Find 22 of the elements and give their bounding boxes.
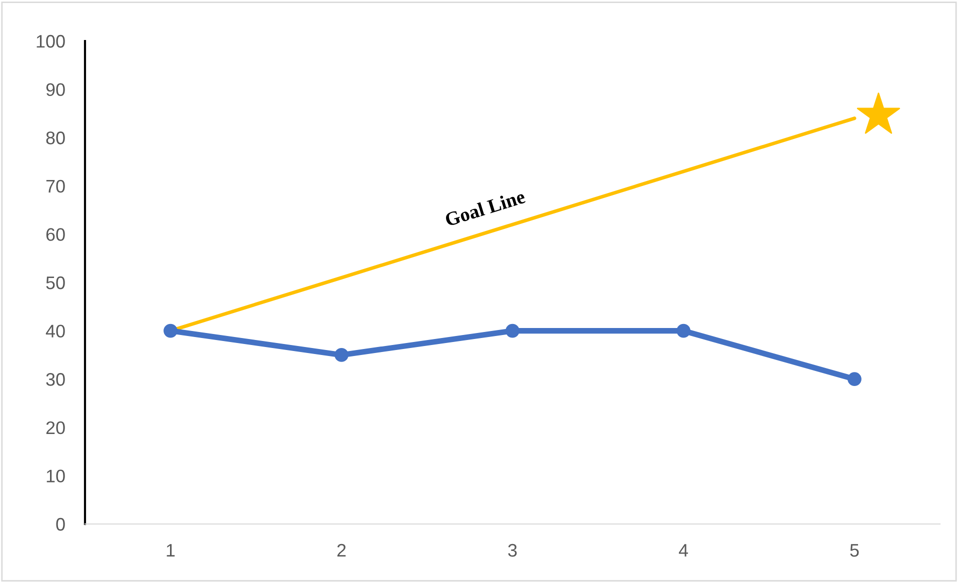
point: [164, 324, 178, 338]
y-tick-label: 30: [46, 373, 65, 386]
y-tick-label: 50: [46, 276, 65, 290]
x-tick-label: 2: [337, 544, 346, 557]
y-tick-label: 100: [36, 34, 65, 48]
y-tick-label: 20: [46, 421, 65, 434]
y-tick-label: 70: [46, 180, 65, 193]
point: [334, 348, 348, 362]
x-tick-label: 5: [850, 544, 859, 557]
x-tick-label: 1: [166, 544, 175, 557]
annotation: Goal Line: [444, 189, 526, 227]
y-tick-label: 10: [46, 470, 65, 482]
y-tick-label: 60: [46, 228, 65, 241]
x-tick-label: 4: [678, 544, 688, 557]
y-tick-label: 80: [46, 132, 65, 144]
point: [848, 372, 862, 386]
point: [676, 324, 690, 338]
y-tick-label: 40: [46, 324, 65, 338]
y-tick-label: 0: [56, 518, 65, 531]
x-tick-label: 3: [508, 544, 517, 557]
point: [506, 324, 520, 338]
y-tick-label: 90: [46, 83, 65, 96]
